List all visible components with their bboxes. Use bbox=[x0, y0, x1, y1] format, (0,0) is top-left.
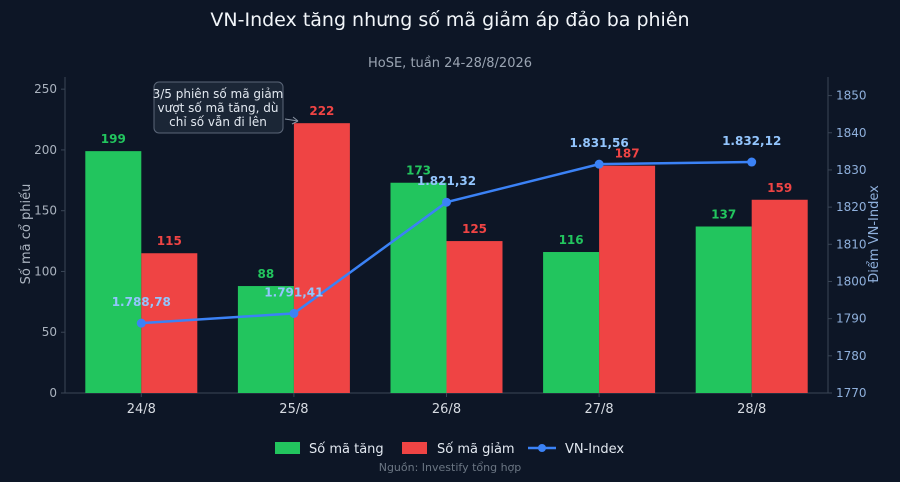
y-tick-right-label: 1840 bbox=[836, 126, 867, 140]
data-labels: 199 115 88 222 173 125 116 187 137 159 1.788,78 1.7… bbox=[101, 104, 792, 309]
vnindex-point bbox=[136, 318, 146, 328]
y-tick-left-label: 100 bbox=[34, 264, 57, 278]
annotation-line-3: chỉ số vẫn đi lên bbox=[169, 115, 267, 129]
bar-down bbox=[293, 123, 350, 393]
y-axis-left-label: Số mã cổ phiếu bbox=[19, 184, 34, 285]
y-tick-right-label: 1800 bbox=[836, 274, 867, 288]
y-tick-left-label: 200 bbox=[34, 143, 57, 157]
vnindex-point bbox=[594, 159, 604, 169]
y-tick-right-label: 1820 bbox=[836, 200, 867, 214]
source-note: Nguồn: Investify tổng hợp bbox=[379, 461, 522, 474]
x-tick-label: 24/8 bbox=[127, 402, 156, 417]
x-tick-label: 27/8 bbox=[584, 402, 613, 417]
bar-up bbox=[543, 252, 600, 393]
bars bbox=[85, 123, 808, 393]
vnindex-line bbox=[136, 157, 757, 328]
y-tick-right-label: 1850 bbox=[836, 89, 867, 103]
bar-down bbox=[446, 241, 503, 393]
bar-down-label: 115 bbox=[157, 234, 182, 248]
y-tick-left-label: 250 bbox=[34, 82, 57, 96]
annotation-arrow bbox=[284, 118, 299, 122]
x-tick-label: 28/8 bbox=[737, 402, 766, 417]
annotation-box bbox=[153, 81, 284, 134]
bar-down bbox=[599, 165, 656, 393]
y-tick-right-label: 1830 bbox=[836, 163, 867, 177]
y-tick-right-label: 1770 bbox=[836, 386, 867, 400]
bar-down-label: 125 bbox=[462, 222, 487, 236]
annotation: 3/5 phiên số mã giảm vượt số mã tăng, dù… bbox=[153, 81, 299, 134]
x-tick-label: 25/8 bbox=[279, 402, 308, 417]
vnindex-point-label: 1.791,41 bbox=[264, 285, 323, 299]
y-tick-right-label: 1790 bbox=[836, 312, 867, 326]
y-tick-right-label: 1810 bbox=[836, 237, 867, 251]
chart-subtitle: HoSE, tuần 24-28/8/2026 bbox=[368, 56, 532, 71]
x-tick-label: 26/8 bbox=[432, 402, 461, 417]
chart-title: VN-Index tăng nhưng số mã giảm áp đảo ba… bbox=[210, 9, 689, 31]
legend: Số mã tăng Số mã giảm VN-Index bbox=[275, 442, 624, 457]
legend-swatch-marker bbox=[538, 444, 546, 452]
bar-up-label: 137 bbox=[711, 207, 736, 221]
legend-label-index: VN-Index bbox=[565, 442, 624, 457]
vnindex-point-label: 1.821,32 bbox=[417, 174, 476, 188]
vnindex-point bbox=[289, 308, 299, 318]
legend-label-up: Số mã tăng bbox=[309, 442, 384, 457]
bar-up-label: 116 bbox=[559, 233, 584, 247]
y-tick-left-label: 50 bbox=[42, 325, 57, 339]
vnindex-point-label: 1.831,56 bbox=[569, 136, 628, 150]
annotation-line-2: vượt số mã tăng, dù bbox=[158, 101, 279, 115]
vnindex-point-label: 1.788,78 bbox=[112, 295, 171, 309]
y-tick-left-label: 150 bbox=[34, 204, 57, 218]
bar-down-label: 159 bbox=[767, 181, 792, 195]
legend-label-down: Số mã giảm bbox=[437, 442, 515, 457]
bar-up-label: 173 bbox=[406, 164, 431, 178]
vnindex-point-label: 1.832,12 bbox=[722, 134, 781, 148]
bar-down bbox=[751, 199, 808, 393]
bar-up-label: 88 bbox=[258, 267, 275, 281]
annotation-line-1: 3/5 phiên số mã giảm bbox=[153, 87, 284, 101]
y-tick-left-label: 0 bbox=[49, 386, 57, 400]
legend-swatch-down bbox=[402, 442, 427, 454]
bar-down-label: 187 bbox=[615, 147, 640, 161]
bar-down-label: 222 bbox=[309, 104, 334, 118]
legend-swatch-up bbox=[275, 442, 300, 454]
y-axis-right-label: Điểm VN-Index bbox=[867, 185, 882, 283]
bar-up bbox=[237, 286, 294, 393]
vnindex-point bbox=[747, 157, 757, 167]
y-tick-right-label: 1780 bbox=[836, 349, 867, 363]
vnindex-point bbox=[442, 197, 451, 207]
bar-up bbox=[85, 151, 142, 393]
bar-up-label: 199 bbox=[101, 132, 126, 146]
annotation-arrow-head bbox=[291, 116, 299, 125]
bar-up bbox=[390, 182, 447, 393]
bar-up bbox=[695, 226, 752, 393]
